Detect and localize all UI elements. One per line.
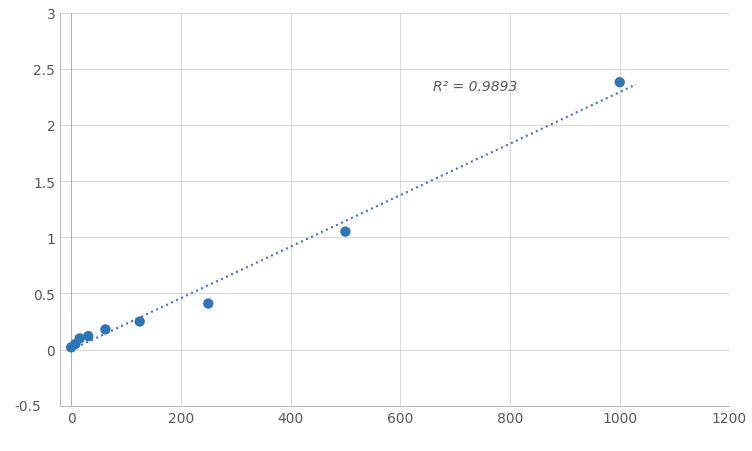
Text: -0.5: -0.5 [14, 399, 41, 413]
Point [65, 344, 77, 351]
Point [74, 335, 86, 342]
Point [82, 333, 94, 340]
Point [614, 79, 626, 87]
Point [69, 341, 81, 348]
Point [339, 229, 351, 236]
Point [99, 326, 111, 333]
Point [202, 300, 214, 308]
Text: R² = 0.9893: R² = 0.9893 [433, 80, 517, 94]
Point [134, 318, 146, 326]
